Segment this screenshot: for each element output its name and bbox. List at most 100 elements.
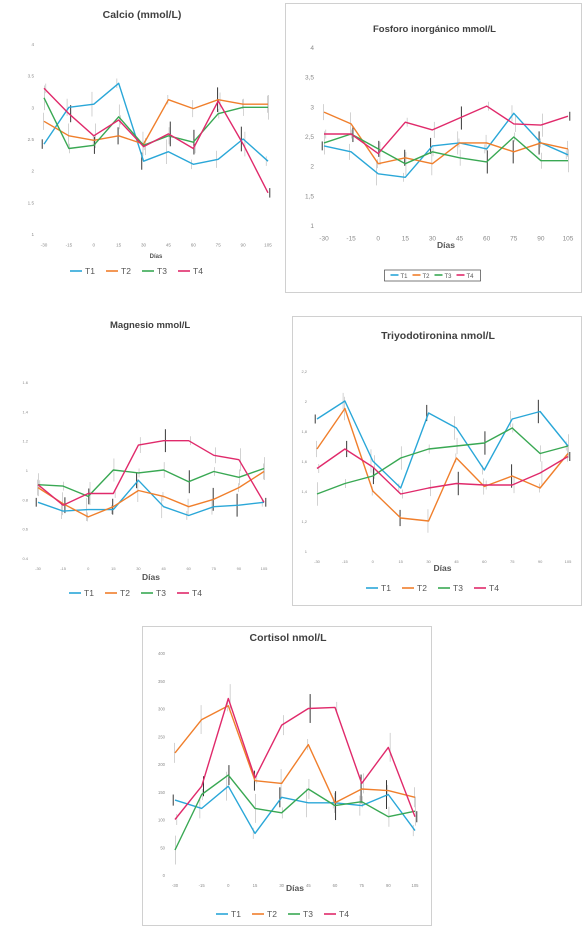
legend-label-t1: T1 [84,588,94,598]
calcio-chart-panel: Calcio (mmol/L) 1 1.5 2 2.5 3 3.5 4 -30 -15 0 15 30 4… [4,2,280,278]
x-tick-label: 75 [510,559,515,564]
x-tick-label: 0 [92,243,95,248]
y-tick-label: 150 [158,790,166,795]
y-tick-label: 3,5 [305,75,314,82]
y-tick-label: 1 [305,549,308,554]
triyodotironina-chart-panel: Triyodotironina nmol/L 1 1,2 1,4 1,6 1,8 2 2,2 -… [292,316,582,606]
x-tick-label: 15 [253,883,258,888]
x-tick-label: -15 [60,566,67,571]
legend-label-t2: T2 [267,909,277,919]
x-tick-label: -15 [199,883,206,888]
x-tick-label: 75 [212,566,217,571]
x-tick-label: 45 [454,559,459,564]
x-axis-title: Días [286,883,304,893]
chart-svg-fosforo-inorg-nico-mmol-l: Fosforo inorgánico mmol/L 1 1,5 2 2,5 3 3,5 4 -3… [305,24,574,282]
x-tick-label: 45 [166,243,172,248]
x-tick-label: -30 [35,566,42,571]
x-tick-label: 0 [372,559,375,564]
cortisol-chart-panel: Cortisol nmol/L 0 50 100 150 200 250 300 350 400-… [142,626,432,926]
x-tick-label: 30 [426,559,431,564]
x-tick-label: 60 [191,243,197,248]
legend-label-t2: T2 [423,274,431,280]
x-tick-label: 30 [429,236,437,243]
x-tick-label: 30 [136,566,141,571]
legend-label-t1: T1 [85,266,95,276]
y-tick-label: 1 [310,223,314,230]
y-tick-label: 2 [305,399,308,404]
x-tick-label: -15 [66,243,73,248]
x-tick-label: 60 [483,236,491,243]
y-tick-label: 0.6 [22,527,28,532]
y-tick-label: 2,2 [301,369,307,374]
x-tick-label: 15 [402,236,410,243]
x-tick-label: -30 [319,236,329,243]
x-tick-label: 105 [264,243,272,248]
y-tick-label: 0 [163,873,166,878]
x-tick-label: 60 [186,566,191,571]
y-tick-label: 1 [31,232,34,237]
y-tick-label: 1 [26,468,29,473]
magnesio-chart-panel: 0.4 0.6 0.8 1 1.2 1.4 1.6 -30 -15 0 15 30 45 60 75 90 10… [2,370,280,600]
x-tick-label: 90 [538,559,543,564]
x-tick-label: 0 [376,236,380,243]
x-tick-label: 15 [111,566,116,571]
x-axis-title: Días [434,563,452,573]
y-tick-label: 1.4 [22,409,28,414]
x-tick-label: -30 [314,559,321,564]
y-tick-label: 2 [31,169,34,174]
x-tick-label: 75 [510,236,518,243]
chart-title: Triyodotironina nmol/L [381,330,495,342]
series-line-t3 [323,133,568,165]
x-tick-label: -30 [41,243,48,248]
legend-box [384,269,481,282]
series-line-t2 [323,111,569,165]
legend-label-t3: T3 [157,266,167,276]
x-tick-label: 105 [565,559,572,564]
y-tick-label: 400 [158,651,166,656]
x-axis-title: Días [437,240,455,250]
series-line-t3 [174,774,416,851]
y-tick-label: 4 [310,45,314,52]
y-tick-label: 50 [160,845,165,850]
series-line-t2 [316,407,569,522]
x-tick-label: 45 [456,236,464,243]
x-tick-label: 90 [237,566,242,571]
y-tick-label: 2.5 [28,137,35,142]
y-tick-label: 300 [158,707,166,712]
x-tick-label: 105 [261,566,268,571]
series-line-t4 [324,105,569,155]
series-line-t2 [37,470,265,518]
series-line-t4 [37,439,265,506]
y-tick-label: 1.6 [22,380,28,385]
x-tick-label: 105 [563,236,574,243]
chart-title: Cortisol nmol/L [250,632,328,644]
chart-title: Calcio (mmol/L) [103,9,182,21]
y-tick-label: 3 [310,104,314,111]
legend-label-t3: T3 [445,274,453,280]
series-line-t2 [43,98,268,145]
series-line-t1 [43,82,269,166]
y-tick-label: 2,5 [305,134,314,141]
legend-label-t3: T3 [303,909,313,919]
x-tick-label: 30 [279,883,284,888]
x-tick-label: 30 [141,243,147,248]
x-tick-label: 0 [87,566,90,571]
x-axis-title: Días [142,572,160,582]
chart-svg-cortisol-nmol-l: Cortisol nmol/L050100150200250300350400-… [158,632,419,919]
x-tick-label: 75 [216,243,222,248]
x-tick-label: 45 [306,883,311,888]
series-line-t4 [316,448,569,495]
x-axis-title: Días [150,254,163,260]
x-tick-label: 60 [333,883,338,888]
x-tick-label: 45 [161,566,166,571]
legend-label-t4: T4 [192,588,202,598]
series-line-t1 [323,112,569,179]
legend-label-t2: T2 [121,266,131,276]
y-tick-label: 100 [158,818,166,823]
y-tick-label: 1.2 [22,439,28,444]
series-line-t1 [37,479,265,517]
legend-label-t2: T2 [417,583,427,593]
series-line-t4 [43,87,269,194]
legend-label-t4: T4 [339,909,349,919]
y-tick-label: 200 [158,762,166,767]
